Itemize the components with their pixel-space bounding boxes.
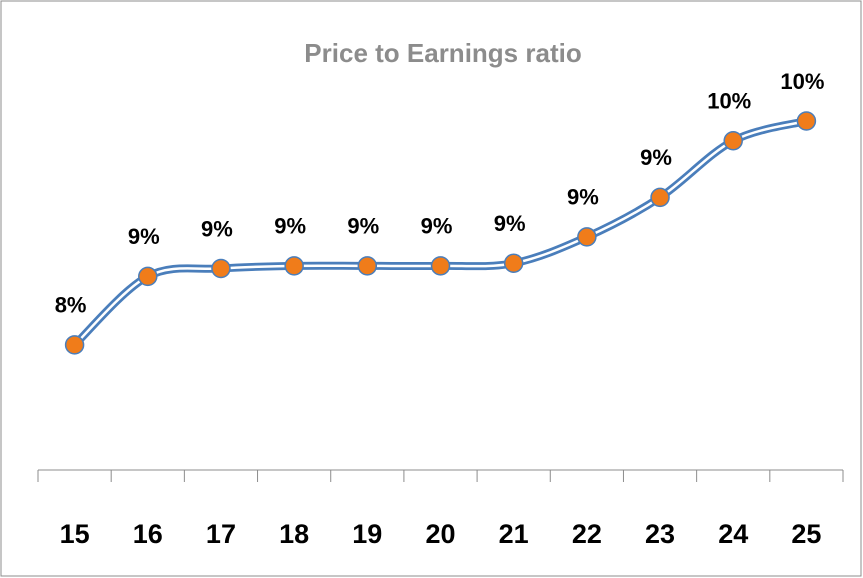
data-label: 10% [707,89,751,114]
data-label: 8% [55,293,87,318]
data-label: 9% [128,224,160,249]
x-tick-label: 15 [60,519,90,549]
x-tick-label: 21 [499,519,529,549]
marker [284,256,304,276]
marker [503,253,524,273]
marker [796,111,817,131]
x-tick-label: 16 [133,519,163,549]
data-label: 9% [494,211,526,236]
data-label: 9% [640,145,672,170]
data-label: 9% [201,216,233,241]
marker [723,131,743,151]
data-label: 9% [347,214,379,239]
marker [430,256,451,276]
data-label: 9% [421,214,453,239]
x-tick-label: 18 [279,519,309,549]
x-tick-label: 20 [425,519,455,549]
data-label: 9% [274,214,306,239]
x-tick-label: 24 [718,519,748,549]
marker [138,266,158,287]
x-tick-label: 25 [791,519,821,549]
marker [64,335,85,355]
data-label: 9% [567,185,599,210]
x-tick-label: 19 [352,519,382,549]
x-tick-label: 17 [206,519,236,549]
x-tick-label: 23 [645,519,675,549]
marker [211,258,231,279]
data-label: 10% [780,69,824,94]
marker [577,227,597,247]
chart-title: Price to Earnings ratio [304,38,581,68]
x-tick-label: 22 [572,519,602,549]
marker [357,256,378,276]
marker [650,187,670,208]
